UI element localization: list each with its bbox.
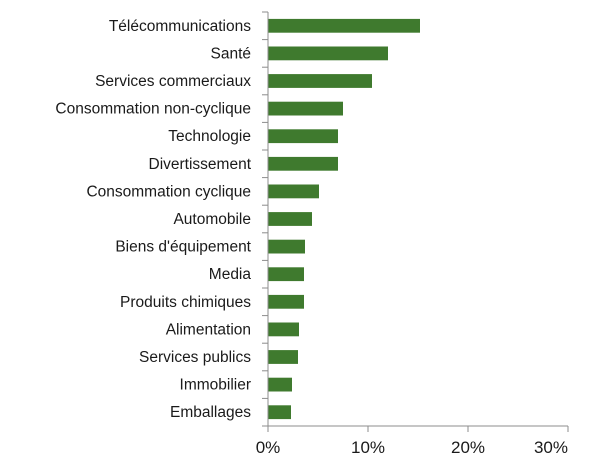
bar <box>268 294 304 309</box>
category-label: Services publics <box>139 349 251 366</box>
bars-layer <box>268 18 420 420</box>
category-label: Technologie <box>168 128 251 145</box>
category-label: Automobile <box>173 211 251 228</box>
x-tick-label: 20% <box>451 438 485 457</box>
bar <box>268 18 420 33</box>
bar <box>268 377 292 392</box>
bar <box>268 350 298 364</box>
x-tick-label: 10% <box>351 438 385 457</box>
bar <box>268 239 305 254</box>
bar <box>268 129 338 144</box>
category-labels: Télécommunications Santé Services commerci… <box>55 18 251 421</box>
category-label: Immobilier <box>180 377 251 394</box>
bar <box>268 212 312 226</box>
axes-layer <box>262 11 569 432</box>
x-tick-label: 30% <box>534 438 568 457</box>
bar <box>268 74 372 88</box>
bar <box>268 267 304 282</box>
bar <box>268 405 291 420</box>
bar <box>268 156 338 171</box>
category-label: Consommation non-cyclique <box>55 101 251 118</box>
category-label: Consommation cyclique <box>86 183 251 200</box>
x-tick-label: 0% <box>256 438 281 457</box>
category-label: Services commerciaux <box>95 73 251 90</box>
category-label: Emballages <box>170 404 251 421</box>
category-label: Divertissement <box>149 156 252 173</box>
category-label: Produits chimiques <box>120 294 251 311</box>
category-label: Media <box>209 266 252 283</box>
bar <box>268 184 319 199</box>
category-label: Santé <box>210 45 251 62</box>
bar <box>268 101 343 116</box>
bar <box>268 322 299 337</box>
x-tick-labels: 0% 10% 20% 30% <box>256 438 568 457</box>
category-label: Biens d'équipement <box>115 239 251 256</box>
category-label: Télécommunications <box>109 18 251 35</box>
bar <box>268 46 388 61</box>
category-label: Alimentation <box>166 321 251 338</box>
